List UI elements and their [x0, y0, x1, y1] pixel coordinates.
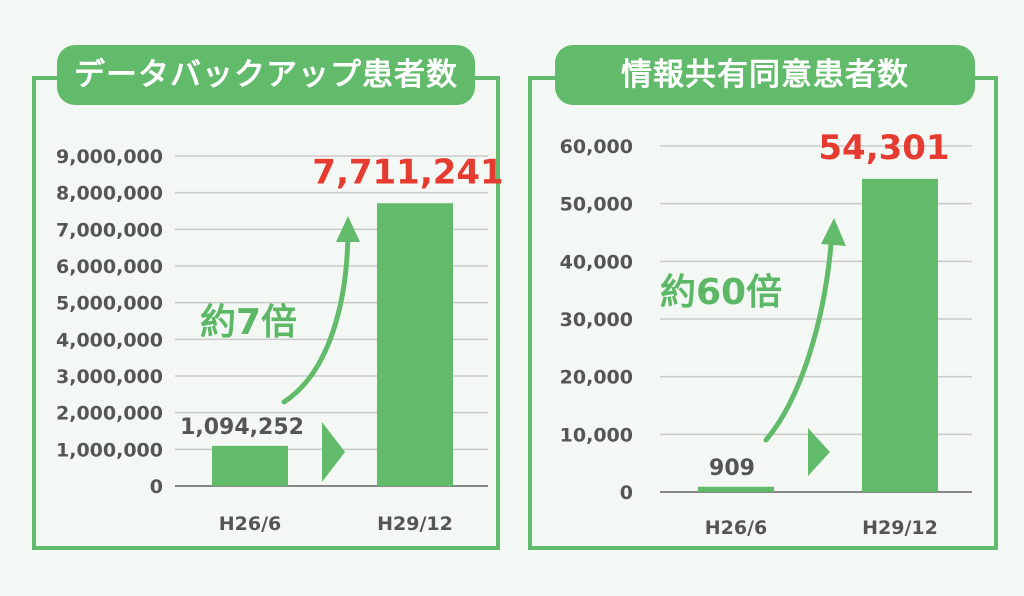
- y-tick-label: 30,000: [560, 309, 633, 331]
- panel-backup-title: データバックアップ患者数: [57, 45, 475, 105]
- peak-value-label: 54,301: [818, 128, 949, 168]
- bar: [377, 203, 453, 486]
- bar: [212, 445, 288, 486]
- x-tick-label: H29/12: [377, 513, 453, 535]
- y-tick-label: 20,000: [560, 367, 633, 389]
- growth-arrow-icon: [763, 229, 835, 443]
- y-tick-label: 40,000: [560, 251, 633, 273]
- y-tick-label: 4,000,000: [56, 329, 163, 351]
- peak-value-label: 7,711,241: [312, 152, 503, 192]
- x-tick-label: H26/6: [705, 517, 768, 539]
- x-tick-label: H26/6: [219, 513, 282, 535]
- y-tick-label: 0: [620, 482, 633, 504]
- growth-ratio-label: 約60倍: [660, 272, 782, 313]
- arrowhead-icon: [821, 218, 846, 246]
- y-tick-label: 60,000: [560, 136, 633, 158]
- growth-triangle-icon: [322, 422, 345, 482]
- x-tick-label: H29/12: [862, 517, 938, 539]
- growth-triangle-icon: [808, 428, 830, 476]
- growth-arrow-icon: [281, 225, 351, 405]
- y-tick-label: 3,000,000: [56, 366, 163, 388]
- bar: [698, 486, 774, 492]
- bar: [862, 178, 938, 492]
- y-tick-label: 1,000,000: [56, 439, 163, 461]
- panel-consent-title: 情報共有同意患者数: [555, 45, 975, 105]
- data-label: 1,094,252: [180, 415, 304, 440]
- arrowhead-icon: [336, 216, 360, 242]
- y-tick-label: 8,000,000: [56, 183, 163, 205]
- y-tick-label: 9,000,000: [56, 146, 163, 168]
- growth-ratio-label: 約7倍: [200, 302, 297, 343]
- y-tick-label: 0: [150, 476, 163, 498]
- y-tick-label: 5,000,000: [56, 293, 163, 315]
- y-tick-label: 2,000,000: [56, 403, 163, 425]
- y-tick-label: 10,000: [560, 424, 633, 446]
- data-label: 909: [709, 456, 755, 481]
- y-tick-label: 6,000,000: [56, 256, 163, 278]
- y-tick-label: 7,000,000: [56, 219, 163, 241]
- y-tick-label: 50,000: [560, 194, 633, 216]
